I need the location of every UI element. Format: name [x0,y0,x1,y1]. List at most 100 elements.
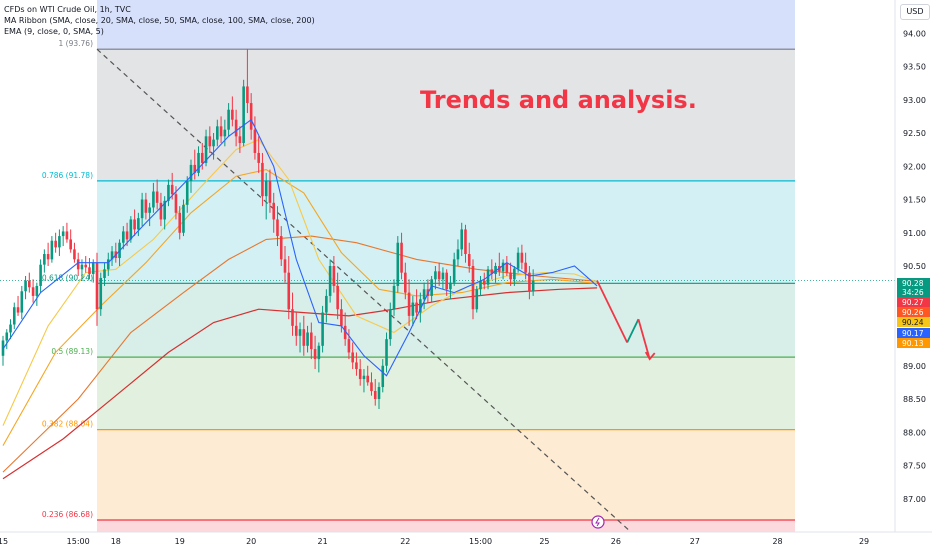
price-tick-label: 88.50 [903,395,926,404]
time-tick-label: 15:00 [469,537,492,546]
candle [122,226,125,250]
candle [43,249,46,273]
candle-body [373,391,377,399]
candle [167,179,170,207]
projection-segment [637,318,651,360]
candle [197,146,200,177]
candle [20,285,24,320]
candle-body [456,249,460,260]
candle-body [223,129,227,137]
candle [216,119,219,147]
candle-body [178,212,182,233]
candle [437,262,441,286]
candle-body [91,262,95,274]
candle [328,259,332,303]
candle-body [392,285,396,310]
candle-body [80,264,84,270]
currency-selector[interactable]: USD [900,4,930,20]
candle-body [50,240,54,260]
candle [400,232,403,280]
candle-body [99,277,103,310]
price-tick-label: 94.00 [903,29,926,38]
symbol-title[interactable]: CFDs on WTI Crude Oil, 1h, TVC [4,5,131,14]
candle-body [343,325,347,340]
candle-body [246,86,249,104]
candle [193,149,197,180]
candle-body [219,126,223,137]
candle-body [355,362,358,370]
candle-body [234,119,238,137]
candle-body [144,199,148,213]
candle [242,79,245,147]
event-marker-icon [591,515,605,529]
fib-band-3 [97,283,795,358]
trendline [96,48,632,533]
time-tick-label: 26 [611,537,621,546]
fib-band-4 [97,357,795,430]
candle [332,256,336,293]
candle [415,289,418,320]
candle [482,272,486,290]
candle [475,285,479,313]
candle [65,222,69,243]
candle-body [208,136,212,147]
candle [28,272,31,293]
price-axis [895,0,932,550]
fib-label-5: 0.236 (86.68) [42,510,93,519]
candle-body [242,86,245,143]
candle [234,109,238,147]
candle [449,275,452,300]
candle-body [129,219,133,240]
candle-body [16,307,20,313]
price-badge-bg [897,278,930,288]
fib-band-5 [97,429,795,521]
candle-body [358,369,362,380]
candle-body [381,365,385,388]
candle-body [531,280,535,292]
price-badge: 90.27 [897,297,930,307]
chart-legend: CFDs on WTI Crude Oil, 1h, TVC MA Ribbon… [4,4,315,37]
candle-body [61,231,65,237]
candle [223,119,227,147]
candle-body [159,202,163,220]
candle-body [140,199,144,219]
candle-body [279,236,283,260]
price-tick-label: 91.50 [903,196,926,205]
ema-legend[interactable]: EMA (9, close, 0, SMA, 5) [4,27,104,36]
fib-band-0 [97,0,795,50]
candle-body [377,387,381,399]
candle [73,242,76,263]
price-tick-label: 92.00 [903,162,926,171]
price-badge-text: 90.26 [902,308,924,317]
candle [88,258,91,280]
candle-body [110,251,114,260]
candle-body [509,272,512,280]
candle-body [452,259,456,283]
price-badge-bg [897,307,930,317]
candle-body [419,299,422,313]
candle [505,256,509,276]
candle-body [396,242,400,286]
candle-body [39,264,42,286]
ma-ribbon-legend[interactable]: MA Ribbon (SMA, close, 20, SMA, close, 5… [4,16,315,25]
candle [471,259,475,320]
candle-body [501,262,505,272]
candle-body [253,129,257,153]
candle [163,196,166,230]
candle [84,256,88,273]
candle-body [155,191,159,203]
candle [148,202,151,227]
time-tick-label: 20 [246,537,256,546]
candle-body [347,339,351,353]
time-tick-label: 15:00 [67,537,90,546]
candle-body [261,162,264,197]
time-tick-label: 15 [0,537,8,546]
price-tick-label: 92.50 [903,129,926,138]
candle [99,272,103,316]
candle-body [249,103,253,130]
candle [246,49,249,114]
candle-body [298,329,302,336]
candle [388,302,392,346]
fib-label-3: 0.5 (89.13) [51,347,93,356]
